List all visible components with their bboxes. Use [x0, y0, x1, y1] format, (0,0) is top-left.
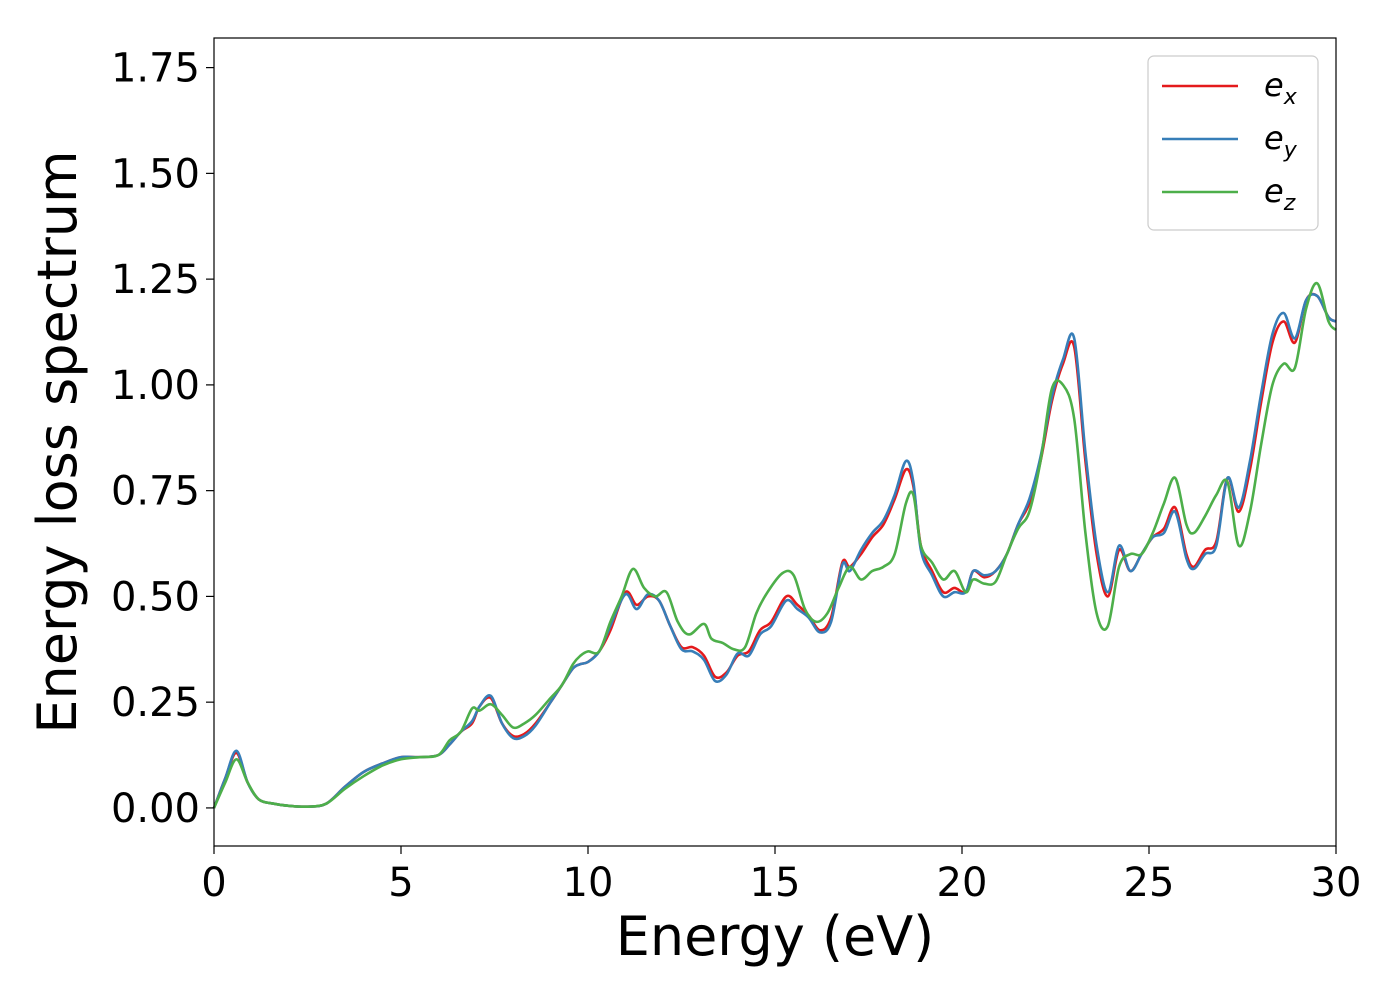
legend-label-ex: ex — [1264, 66, 1298, 110]
y-tick-label: 0.75 — [111, 469, 200, 515]
x-tick-label: 5 — [388, 860, 413, 906]
y-tick-label: 1.00 — [111, 363, 200, 409]
legend: ex ey ez — [1147, 55, 1319, 231]
y-tick-label: 1.25 — [111, 257, 200, 303]
x-tick-label: 25 — [1124, 860, 1175, 906]
x-tick-label: 30 — [1311, 860, 1362, 906]
legend-label-ey: ey — [1264, 119, 1298, 163]
y-axis-title: Energy loss spectrum — [26, 150, 89, 733]
x-tick-label: 15 — [750, 860, 801, 906]
series-layer — [212, 281, 1337, 809]
series-line-ez — [212, 281, 1337, 809]
x-tick-label: 0 — [201, 860, 226, 906]
y-tick-label: 0.25 — [111, 680, 200, 726]
x-tick-label: 20 — [937, 860, 988, 906]
x-axis-title: Energy (eV) — [616, 905, 935, 968]
y-tick-label: 1.75 — [111, 46, 200, 92]
x-tick-label: 10 — [563, 860, 614, 906]
legend-label-ez: ez — [1264, 172, 1296, 216]
series-line-ex — [212, 292, 1337, 809]
ticks-layer: 0 5 10 15 20 25 30 0.00 0.25 0.50 0.75 1.00 1.25 1.50… — [111, 46, 1362, 906]
series-line-ey — [212, 293, 1337, 809]
legend-box — [1147, 55, 1319, 231]
y-tick-label: 0.50 — [111, 574, 200, 620]
y-tick-label: 1.50 — [111, 151, 200, 197]
y-tick-label: 0.00 — [111, 786, 200, 832]
